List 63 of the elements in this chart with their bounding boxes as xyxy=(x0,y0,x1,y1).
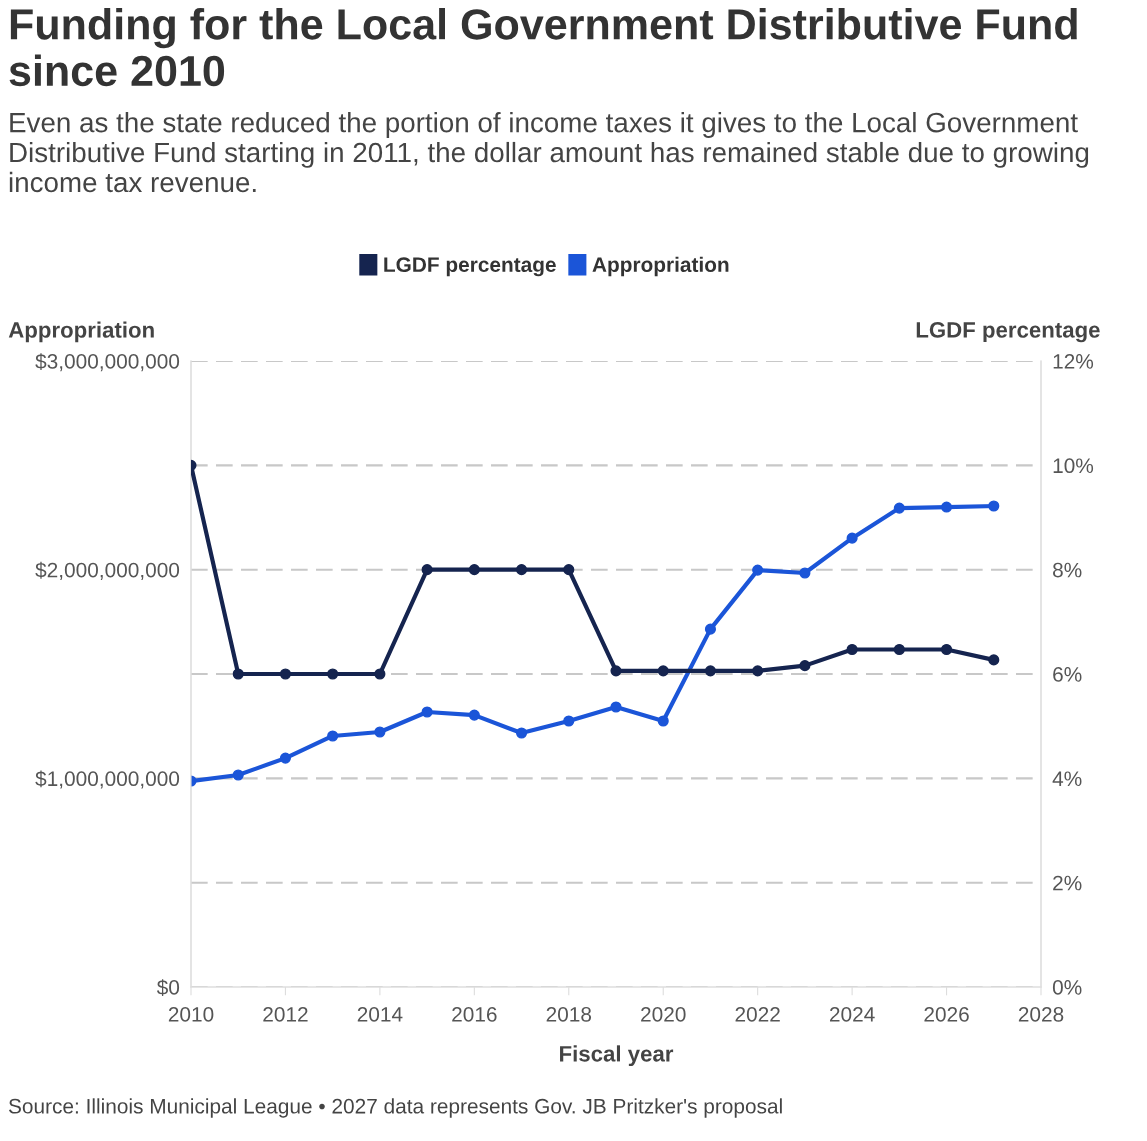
point xyxy=(893,643,905,656)
y2-tick-label: 10% xyxy=(1053,458,1094,474)
y-tick-label: $1,000,000,000 xyxy=(35,770,180,789)
point xyxy=(752,665,764,677)
x-tick-label: 2012 xyxy=(263,1006,308,1022)
point xyxy=(279,752,292,764)
point xyxy=(940,643,953,656)
y2-tick-label: 4% xyxy=(1052,771,1082,787)
x-tick-label: 2016 xyxy=(452,1006,497,1022)
legend-label: Appropriation xyxy=(592,256,729,277)
point xyxy=(515,564,528,576)
y2-tick-label: 12% xyxy=(1053,354,1094,369)
y-tick-label: $2,000,000,000 xyxy=(35,561,180,580)
y2-tick-label: 8% xyxy=(1053,562,1082,578)
point xyxy=(279,668,292,680)
point xyxy=(468,564,480,576)
legend-label: LGDF percentage xyxy=(384,257,556,277)
point xyxy=(232,769,244,781)
point xyxy=(374,726,386,738)
y-tick-label: $0 xyxy=(156,979,180,996)
point xyxy=(846,532,858,544)
point xyxy=(940,501,953,513)
x-tick-label: 2010 xyxy=(168,1006,214,1022)
y2-tick-label: 2% xyxy=(1053,875,1082,891)
point xyxy=(610,665,622,677)
point xyxy=(657,715,669,727)
point xyxy=(752,564,764,576)
y2-axis-title: LGDF percentage xyxy=(916,321,1100,343)
point xyxy=(515,727,528,739)
chart-subtitle: Even as the state reduced the portion of income taxes it gives to the Local Government Distributive Fund starting in 2011, the dollar amount has remained stable due to growing income tax revenue. xyxy=(9,112,1089,193)
point xyxy=(421,706,433,718)
point xyxy=(327,668,339,680)
point xyxy=(893,502,905,514)
x-tick-label: 2020 xyxy=(641,1006,686,1022)
x-axis-title: Fiscal year xyxy=(560,1045,674,1067)
y-tick-label: $3,000,000,000 xyxy=(35,353,180,372)
point xyxy=(374,668,386,680)
x-tick-label: 2024 xyxy=(829,1006,875,1022)
point xyxy=(988,654,1000,666)
source-note: Source: Illinois Municipal League • 2027 data represents Gov. JB Pritzker's proposal xyxy=(8,1098,782,1118)
y2-tick-label: 0% xyxy=(1052,980,1082,995)
point xyxy=(988,500,1000,512)
point xyxy=(799,660,811,672)
point xyxy=(468,709,480,721)
point xyxy=(657,665,669,677)
chart-title: Funding for the Local Government Distributive Fund since 2010 xyxy=(9,8,1077,87)
y2-tick-label: 6% xyxy=(1053,667,1082,682)
point xyxy=(563,564,575,576)
x-tick-label: 2022 xyxy=(735,1006,780,1022)
point xyxy=(327,730,339,742)
x-tick-label: 2018 xyxy=(546,1006,592,1022)
point xyxy=(421,564,433,576)
x-tick-label: 2014 xyxy=(357,1006,403,1022)
point xyxy=(846,643,858,656)
y-axis-title: Appropriation xyxy=(8,321,154,343)
point xyxy=(704,665,717,677)
point xyxy=(610,701,622,713)
point xyxy=(563,715,575,727)
point xyxy=(799,567,811,579)
point xyxy=(704,623,717,635)
point xyxy=(232,668,244,680)
x-tick-label: 2026 xyxy=(924,1006,969,1022)
x-tick-label: 2028 xyxy=(1018,1006,1064,1022)
